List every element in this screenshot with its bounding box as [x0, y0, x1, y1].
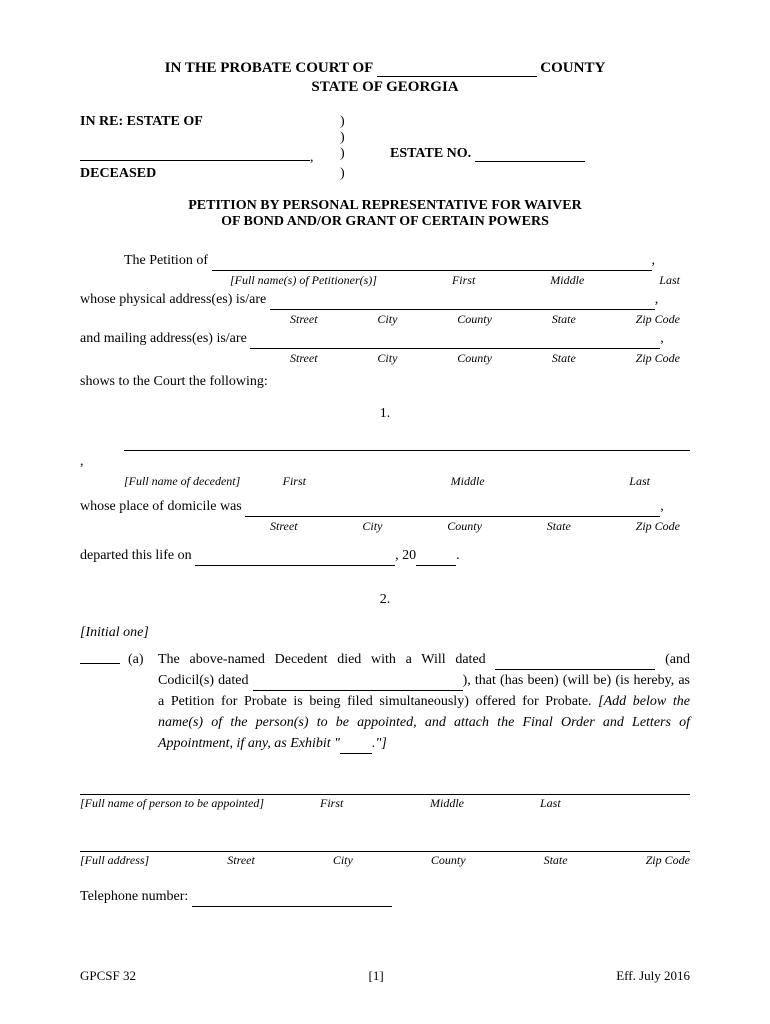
exhibit-blank[interactable] — [340, 739, 372, 754]
court-header-line1: IN THE PROBATE COURT OF COUNTY — [80, 60, 690, 77]
case-caption: IN RE: ESTATE OF ) ) , ) ESTATE NO. DECE… — [80, 114, 690, 182]
hint-street: Street — [290, 310, 318, 328]
hint-last: Last — [540, 796, 561, 811]
domicile-label: whose place of domicile was — [80, 499, 245, 514]
hint-city: City — [362, 517, 382, 535]
paren-mark: ) — [340, 166, 360, 182]
option-a-text: The above-named Decedent died with a Wil… — [158, 649, 690, 754]
decedent-name-blank[interactable] — [124, 436, 690, 451]
paren-mark: ) — [340, 146, 360, 166]
hint-zip: Zip Code — [636, 349, 680, 367]
petitioner-name-blank[interactable] — [212, 256, 652, 271]
hint-state: State — [552, 349, 576, 367]
petition-of-label: The Petition of — [124, 253, 212, 268]
paren-mark: ) — [340, 114, 360, 130]
header-prefix: IN THE PROBATE COURT OF — [165, 60, 373, 76]
hint-city: City — [333, 853, 353, 868]
telephone-row: Telephone number: — [80, 886, 690, 907]
hint-zip: Zip Code — [636, 517, 680, 535]
domicile-blank[interactable] — [245, 502, 660, 517]
hint-middle: Middle — [430, 796, 520, 811]
effective-date: Eff. July 2016 — [616, 968, 690, 984]
option-a-row: (a) The above-named Decedent died with a… — [80, 649, 690, 754]
hint-full-addr: [Full address] — [80, 853, 149, 868]
hint-state: State — [544, 853, 568, 868]
hint-state: State — [547, 517, 571, 535]
hint-first: First — [452, 271, 475, 289]
physical-addr-label: whose physical address(es) is/are — [80, 292, 270, 307]
telephone-label: Telephone number: — [80, 889, 192, 904]
form-id: GPCSF 32 — [80, 968, 136, 984]
hint-city: City — [377, 349, 397, 367]
hint-county: County — [457, 349, 492, 367]
shows-label: shows to the Court the following: — [80, 371, 690, 392]
deceased-label: DECEASED — [80, 166, 340, 182]
hint-first: First — [283, 472, 306, 490]
hint-zip: Zip Code — [646, 853, 690, 868]
section-1-body: , [Full name of decedent] First Middle L… — [80, 436, 690, 566]
will-date-blank[interactable] — [495, 655, 655, 670]
appointee-name-blank[interactable] — [80, 780, 690, 795]
county-blank[interactable] — [377, 62, 537, 77]
petition-title: PETITION BY PERSONAL REPRESENTATIVE FOR … — [80, 198, 690, 230]
title-line1: PETITION BY PERSONAL REPRESENTATIVE FOR … — [80, 198, 690, 214]
hint-county: County — [457, 310, 492, 328]
mailing-addr-label: and mailing address(es) is/are — [80, 331, 250, 346]
hint-street: Street — [270, 517, 298, 535]
hint-last: Last — [659, 271, 680, 289]
estate-no-blank[interactable] — [475, 147, 585, 162]
option-a-label: (a) — [128, 649, 158, 754]
telephone-blank[interactable] — [192, 892, 392, 907]
hint-petitioner: [Full name(s) of Petitioner(s)] — [230, 271, 377, 289]
page-footer: GPCSF 32 [1] Eff. July 2016 — [80, 968, 690, 984]
hint-county: County — [431, 853, 466, 868]
hint-street: Street — [227, 853, 255, 868]
estate-no-label: ESTATE NO. — [390, 146, 471, 161]
hint-city: City — [377, 310, 397, 328]
year-prefix: , 20 — [395, 548, 416, 563]
appointee-addr-blank[interactable] — [80, 837, 690, 852]
page-number: [1] — [369, 968, 384, 984]
header-suffix: COUNTY — [540, 60, 605, 76]
period: . — [456, 548, 460, 563]
hint-county: County — [447, 517, 482, 535]
hint-appointee-name: [Full name of person to be appointed] — [80, 796, 300, 811]
hint-state: State — [552, 310, 576, 328]
hint-first: First — [320, 796, 410, 811]
hint-middle: Middle — [550, 271, 584, 289]
physical-addr-blank[interactable] — [270, 295, 655, 310]
hint-zip: Zip Code — [636, 310, 680, 328]
death-year-blank[interactable] — [416, 551, 456, 566]
mailing-addr-blank[interactable] — [250, 334, 660, 349]
death-date-blank[interactable] — [195, 551, 395, 566]
paren-mark: ) — [340, 130, 360, 146]
hint-middle: Middle — [451, 472, 485, 490]
hint-decedent: [Full name of decedent] — [124, 472, 240, 490]
codicil-date-blank[interactable] — [253, 676, 463, 691]
intro-block: The Petition of , [Full name(s) of Petit… — [80, 250, 690, 392]
title-line2: OF BOND AND/OR GRANT OF CERTAIN POWERS — [80, 214, 690, 230]
departed-label: departed this life on — [80, 548, 195, 563]
initial-one-label: [Initial one] — [80, 622, 690, 643]
court-header-line2: STATE OF GEORGIA — [80, 79, 690, 96]
form-page: IN THE PROBATE COURT OF COUNTY STATE OF … — [0, 0, 770, 1024]
section-2-num: 2. — [80, 592, 690, 608]
option-a-initial-blank[interactable] — [80, 649, 120, 664]
section-1-num: 1. — [80, 406, 690, 422]
in-re-label: IN RE: ESTATE OF — [80, 114, 340, 130]
hint-street: Street — [290, 349, 318, 367]
estate-name-blank[interactable] — [80, 146, 310, 161]
hint-last: Last — [629, 472, 650, 490]
